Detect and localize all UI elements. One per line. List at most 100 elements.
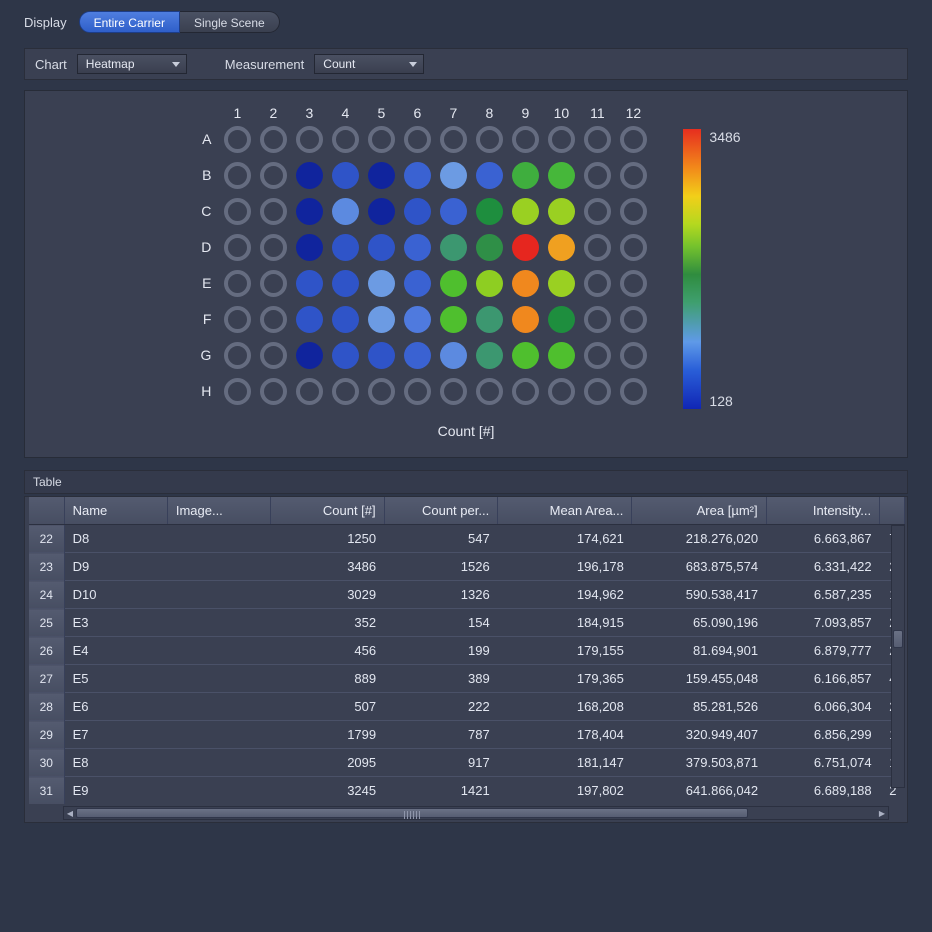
column-header-countper[interactable]: Count per...	[384, 497, 498, 525]
well[interactable]	[255, 229, 291, 265]
well[interactable]	[615, 193, 651, 229]
well[interactable]	[471, 193, 507, 229]
well[interactable]	[507, 229, 543, 265]
horizontal-scrollbar[interactable]: ◀ ▶	[63, 806, 889, 820]
well[interactable]	[363, 229, 399, 265]
column-header-count[interactable]: Count [#]	[271, 497, 385, 525]
well[interactable]	[363, 157, 399, 193]
table-row[interactable]: 29E71799787178,404320.949,4076.856,2991	[29, 721, 905, 749]
table-row[interactable]: 28E6507222168,20885.281,5266.066,3042	[29, 693, 905, 721]
well[interactable]	[543, 301, 579, 337]
well[interactable]	[255, 157, 291, 193]
scrollbar-thumb[interactable]	[893, 630, 903, 648]
well[interactable]	[327, 337, 363, 373]
well[interactable]	[435, 193, 471, 229]
toggle-single-scene[interactable]: Single Scene	[180, 11, 280, 33]
column-header-extra[interactable]	[880, 497, 905, 525]
well[interactable]	[507, 373, 543, 409]
well[interactable]	[399, 229, 435, 265]
well[interactable]	[363, 193, 399, 229]
table-row[interactable]: 24D1030291326194,962590.538,4176.587,235…	[29, 581, 905, 609]
well[interactable]	[399, 193, 435, 229]
scrollbar-thumb[interactable]	[76, 808, 748, 818]
well[interactable]	[255, 301, 291, 337]
well[interactable]	[471, 301, 507, 337]
scroll-left-icon[interactable]: ◀	[64, 807, 76, 819]
well[interactable]	[399, 265, 435, 301]
well[interactable]	[435, 373, 471, 409]
column-header-area[interactable]: Area [µm²]	[632, 497, 766, 525]
well[interactable]	[471, 121, 507, 157]
well[interactable]	[327, 301, 363, 337]
well[interactable]	[435, 337, 471, 373]
well[interactable]	[219, 301, 255, 337]
well[interactable]	[399, 121, 435, 157]
table-row[interactable]: 27E5889389179,365159.455,0486.166,8574	[29, 665, 905, 693]
well[interactable]	[219, 337, 255, 373]
scroll-right-icon[interactable]: ▶	[876, 807, 888, 819]
well[interactable]	[615, 121, 651, 157]
well[interactable]	[327, 373, 363, 409]
well[interactable]	[543, 157, 579, 193]
column-header-name[interactable]: Name	[64, 497, 167, 525]
well[interactable]	[219, 193, 255, 229]
well[interactable]	[327, 157, 363, 193]
well[interactable]	[579, 193, 615, 229]
well[interactable]	[399, 301, 435, 337]
well[interactable]	[363, 265, 399, 301]
well[interactable]	[435, 301, 471, 337]
well[interactable]	[327, 193, 363, 229]
well[interactable]	[507, 157, 543, 193]
well[interactable]	[291, 193, 327, 229]
well[interactable]	[363, 121, 399, 157]
table-row[interactable]: 23D934861526196,178683.875,5746.331,4222	[29, 553, 905, 581]
table-row[interactable]: 22D81250547174,621218.276,0206.663,8677	[29, 525, 905, 553]
well[interactable]	[615, 157, 651, 193]
well[interactable]	[327, 265, 363, 301]
well[interactable]	[255, 121, 291, 157]
well[interactable]	[507, 265, 543, 301]
well[interactable]	[399, 373, 435, 409]
well[interactable]	[363, 373, 399, 409]
well[interactable]	[363, 301, 399, 337]
well[interactable]	[291, 337, 327, 373]
well[interactable]	[219, 373, 255, 409]
well[interactable]	[471, 265, 507, 301]
well[interactable]	[471, 157, 507, 193]
well[interactable]	[291, 373, 327, 409]
well[interactable]	[543, 193, 579, 229]
well[interactable]	[363, 337, 399, 373]
well[interactable]	[579, 373, 615, 409]
well[interactable]	[615, 337, 651, 373]
well[interactable]	[291, 229, 327, 265]
well[interactable]	[399, 157, 435, 193]
chart-select[interactable]: Heatmap	[77, 54, 187, 74]
well[interactable]	[471, 229, 507, 265]
well[interactable]	[615, 373, 651, 409]
column-header-image[interactable]: Image...	[167, 497, 270, 525]
well[interactable]	[471, 373, 507, 409]
well[interactable]	[579, 229, 615, 265]
well[interactable]	[615, 301, 651, 337]
well[interactable]	[507, 121, 543, 157]
well[interactable]	[615, 265, 651, 301]
well[interactable]	[255, 337, 291, 373]
well[interactable]	[507, 193, 543, 229]
well[interactable]	[543, 373, 579, 409]
well[interactable]	[543, 265, 579, 301]
well[interactable]	[327, 121, 363, 157]
vertical-scrollbar[interactable]	[891, 525, 905, 788]
table-row[interactable]: 26E4456199179,15581.694,9016.879,7772	[29, 637, 905, 665]
well[interactable]	[291, 157, 327, 193]
well[interactable]	[255, 373, 291, 409]
well[interactable]	[435, 265, 471, 301]
well[interactable]	[291, 265, 327, 301]
well[interactable]	[579, 121, 615, 157]
well[interactable]	[543, 229, 579, 265]
well[interactable]	[327, 229, 363, 265]
well[interactable]	[219, 265, 255, 301]
table-row[interactable]: 30E82095917181,147379.503,8716.751,0741	[29, 749, 905, 777]
well[interactable]	[219, 229, 255, 265]
table-row[interactable]: 25E3352154184,91565.090,1967.093,8572	[29, 609, 905, 637]
well[interactable]	[399, 337, 435, 373]
